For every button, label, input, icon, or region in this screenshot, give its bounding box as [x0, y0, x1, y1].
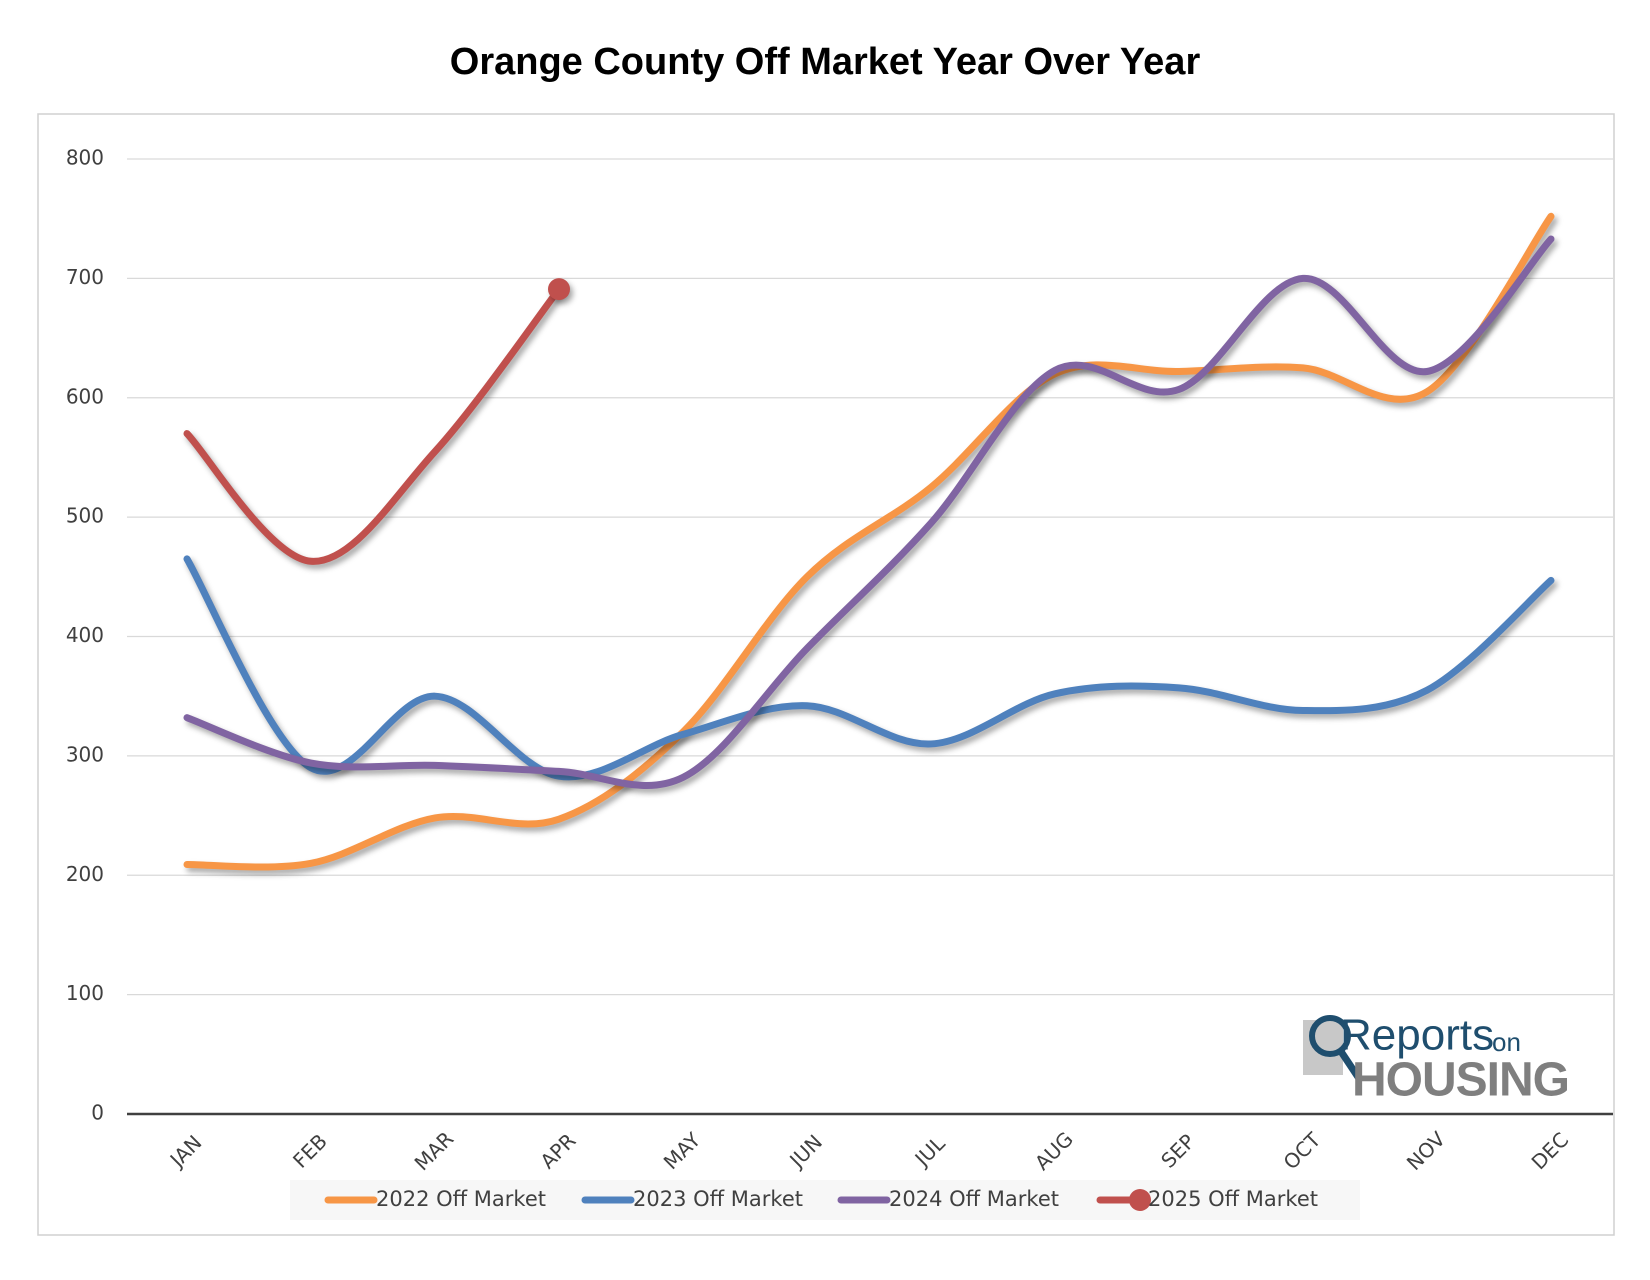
- logo-brand: Reports: [1340, 1011, 1494, 1060]
- logo-lens: [1309, 1015, 1351, 1057]
- chart-frame: [37, 113, 1615, 1236]
- y-tick-label: 200: [66, 862, 104, 886]
- chart-title: Orange County Off Market Year Over Year: [450, 41, 1201, 83]
- y-tick-label: 600: [66, 384, 104, 408]
- logo: Reports on HOUSING: [1303, 1011, 1570, 1107]
- series-line: [183, 235, 1555, 789]
- y-tick-label: 800: [66, 146, 104, 170]
- end-marker: [548, 278, 570, 301]
- legend-marker: [1129, 1189, 1151, 1211]
- series-line: [183, 285, 563, 565]
- logo-handle: [1337, 1048, 1363, 1082]
- y-tick-label: 300: [66, 742, 104, 766]
- legend-label: 2022 Off Market: [376, 1187, 546, 1211]
- series-line: [183, 212, 1555, 871]
- logo-block: [1303, 1020, 1343, 1075]
- logo-housing: HOUSING: [1352, 1054, 1570, 1107]
- legend-label: 2023 Off Market: [633, 1187, 803, 1211]
- series-line: [183, 555, 1555, 781]
- y-tick-label: 500: [66, 504, 104, 528]
- logo-on: on: [1492, 1027, 1521, 1057]
- y-tick-label: 700: [66, 265, 104, 289]
- legend-box: [290, 1180, 1360, 1220]
- legend-label: 2025 Off Market: [1148, 1187, 1318, 1211]
- y-tick-label: 100: [66, 981, 104, 1005]
- legend-label: 2024 Off Market: [889, 1187, 1059, 1211]
- y-tick-label: 400: [66, 623, 104, 647]
- y-tick-label: 0: [91, 1101, 104, 1125]
